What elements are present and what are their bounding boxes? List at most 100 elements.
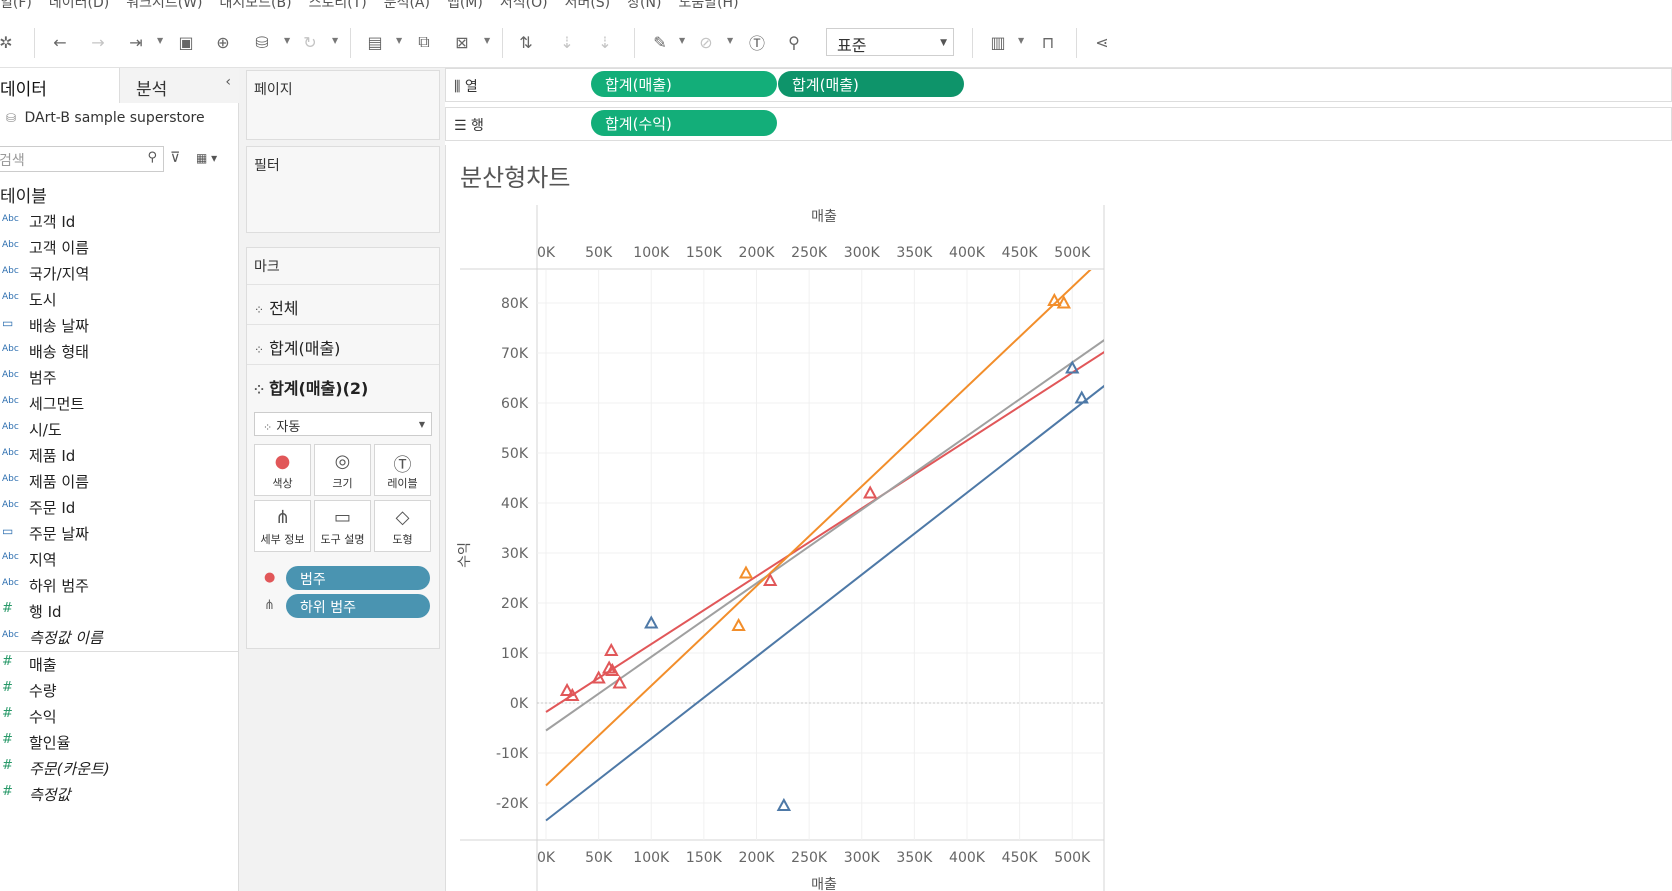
data-point[interactable]: [612, 675, 627, 689]
menu-item[interactable]: 서버(S): [564, 0, 611, 11]
data-point[interactable]: [776, 797, 792, 811]
data-point[interactable]: [762, 572, 778, 586]
field-item[interactable]: # 수익: [0, 704, 239, 730]
chevron-down-icon[interactable]: ▼: [484, 36, 491, 45]
undo-icon[interactable]: ←: [53, 32, 67, 52]
menu-item[interactable]: 스토리(T): [308, 0, 367, 11]
menu-item[interactable]: 분석(A): [383, 0, 430, 11]
clear-sheet-icon[interactable]: ⊠: [455, 32, 469, 52]
search-input[interactable]: 검색 ⚲: [0, 146, 164, 172]
scatter-chart[interactable]: 0K 0K 50K 50K 100K 100K 150K 150K 200K 200K 250K 25…: [446, 145, 1672, 891]
chevron-down-icon[interactable]: ▼: [1018, 36, 1025, 45]
data-point[interactable]: [862, 485, 878, 499]
pin-icon[interactable]: ⚲: [788, 32, 800, 52]
swap-axes-icon[interactable]: ⇅: [519, 32, 533, 52]
marks-row-sales-2[interactable]: ⁘ 합계(매출)(2): [247, 364, 439, 404]
trend-line[interactable]: [545, 378, 1114, 822]
field-item[interactable]: Abc 측정값 이름: [0, 625, 239, 651]
data-point[interactable]: [1065, 360, 1080, 374]
field-item[interactable]: Abc 주문 Id: [0, 495, 239, 521]
chevron-down-icon[interactable]: ▼: [727, 36, 734, 45]
columns-shelf[interactable]: ⫼ 열 합계(매출) 합계(매출): [445, 68, 1672, 102]
field-item[interactable]: # 할인율: [0, 730, 239, 756]
trend-line[interactable]: [545, 268, 1092, 787]
show-me-icon[interactable]: ▥: [990, 32, 1006, 52]
field-item[interactable]: # 측정값: [0, 782, 239, 808]
tableau-logo-icon[interactable]: ✲: [0, 32, 13, 52]
menu-item[interactable]: 맵(M): [446, 0, 483, 11]
sort-ascending-icon[interactable]: ⇣: [560, 32, 574, 52]
tab-analysis[interactable]: 분석 ‹: [120, 68, 239, 103]
chevron-down-icon[interactable]: ▼: [396, 36, 403, 45]
data-point[interactable]: [1047, 292, 1062, 306]
fit-select[interactable]: 표준 ▼: [826, 28, 954, 56]
presentation-icon[interactable]: ⊓: [1041, 32, 1055, 52]
data-point[interactable]: [731, 617, 746, 631]
detail-button[interactable]: ⋔ 세부 정보: [254, 500, 311, 552]
pause-update-icon[interactable]: ⛁: [255, 32, 269, 52]
datasource[interactable]: ⛁ DArt-B sample superstore: [6, 110, 205, 126]
new-datasource-icon[interactable]: ⊕: [216, 32, 230, 52]
field-item[interactable]: Abc 배송 형태: [0, 339, 239, 365]
highlight-icon[interactable]: ✎: [653, 32, 667, 52]
filters-card[interactable]: 필터: [246, 146, 440, 233]
group-icon[interactable]: ⊘: [699, 32, 713, 52]
marks-row-all[interactable]: ⁘ 전체: [247, 284, 439, 324]
field-item[interactable]: Abc 고객 이름: [0, 235, 239, 261]
duplicate-icon[interactable]: ⧉: [418, 32, 430, 51]
field-item[interactable]: Abc 지역: [0, 547, 239, 573]
field-item[interactable]: # 수량: [0, 678, 239, 704]
data-point[interactable]: [738, 565, 754, 579]
refresh-icon[interactable]: ↻: [303, 32, 317, 52]
rows-shelf[interactable]: ☰ 행 합계(수익): [445, 107, 1672, 141]
filter-icon[interactable]: ⊽: [170, 150, 181, 166]
pages-card[interactable]: 페이지: [246, 70, 440, 140]
data-point[interactable]: [1056, 295, 1072, 309]
redo-icon[interactable]: →: [91, 32, 105, 52]
column-pill-sales[interactable]: 합계(매출): [591, 71, 777, 97]
save-icon[interactable]: ▣: [178, 32, 194, 52]
data-point[interactable]: [591, 670, 606, 684]
column-pill-sales-2[interactable]: 합계(매출): [778, 71, 964, 97]
chevron-down-icon[interactable]: ▼: [679, 36, 686, 45]
menu-item[interactable]: 일(F): [0, 0, 32, 11]
data-point[interactable]: [559, 682, 575, 696]
category-pill[interactable]: 범주: [286, 566, 430, 590]
field-item[interactable]: Abc 제품 Id: [0, 443, 239, 469]
field-item[interactable]: Abc 고객 Id: [0, 209, 239, 235]
field-item[interactable]: # 주문(카운트): [0, 756, 239, 782]
data-point[interactable]: [605, 662, 620, 676]
chevron-down-icon[interactable]: ▼: [332, 36, 339, 45]
size-button[interactable]: ◎ 크기: [314, 444, 371, 496]
shape-button[interactable]: ◇ 도형: [374, 500, 431, 552]
data-point[interactable]: [1074, 390, 1089, 404]
trend-line[interactable]: [545, 333, 1114, 732]
trend-line[interactable]: [545, 346, 1114, 713]
collapse-icon[interactable]: ‹: [225, 74, 231, 90]
menu-item[interactable]: 서식(O): [499, 0, 548, 11]
label-button[interactable]: Ⓣ 레이블: [374, 444, 431, 496]
field-item[interactable]: # 매출: [0, 652, 239, 678]
field-item[interactable]: Abc 도시: [0, 287, 239, 313]
tooltip-button[interactable]: ▭ 도구 설명: [314, 500, 371, 552]
data-point[interactable]: [565, 687, 580, 701]
mark-type-select[interactable]: ⁘ 자동 ▼: [254, 412, 432, 436]
field-item[interactable]: ▭ 배송 날짜: [0, 313, 239, 339]
labels-icon[interactable]: Ⓣ: [748, 34, 765, 53]
data-point[interactable]: [644, 615, 659, 629]
menu-item[interactable]: 워크시트(W): [126, 0, 203, 11]
chevron-down-icon[interactable]: ▼: [284, 36, 291, 45]
color-button[interactable]: ● 색상: [254, 444, 311, 496]
tab-data[interactable]: 데이터: [0, 68, 120, 103]
menu-item[interactable]: 대시보드(B): [219, 0, 292, 11]
data-point[interactable]: [604, 642, 619, 656]
field-item[interactable]: ▭ 주문 날짜: [0, 521, 239, 547]
field-item[interactable]: Abc 범주: [0, 365, 239, 391]
field-item[interactable]: Abc 하위 범주: [0, 573, 239, 599]
field-item[interactable]: Abc 국가/지역: [0, 261, 239, 287]
menu-item[interactable]: 도움말(H): [678, 0, 739, 11]
marks-row-sales[interactable]: ⁘ 합계(매출): [247, 324, 439, 364]
field-item[interactable]: # 행 Id: [0, 599, 239, 625]
view-options-icon[interactable]: ▦ ▾: [196, 151, 218, 165]
new-worksheet-icon[interactable]: ▤: [367, 32, 383, 52]
